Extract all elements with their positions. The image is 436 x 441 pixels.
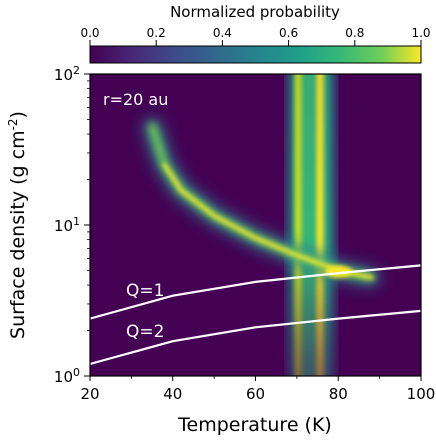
heat-band-ridge-left bbox=[294, 74, 302, 376]
heatmap-diagonal-ridge bbox=[144, 118, 380, 286]
q-curve-line bbox=[90, 264, 421, 320]
q1-curve-label: Q=1 bbox=[126, 281, 164, 301]
y-tick-label: 100 bbox=[54, 366, 80, 387]
x-tick-label: 20 bbox=[80, 385, 99, 403]
y-tick-label: 101 bbox=[54, 215, 80, 236]
radius-annotation: r=20 au bbox=[103, 90, 168, 109]
heat-band-ridge-right bbox=[316, 74, 324, 376]
x-axis-title: Temperature (K) bbox=[177, 414, 332, 436]
colorbar-tick-label: 1.0 bbox=[411, 26, 430, 40]
y-tick-label: 102 bbox=[54, 64, 80, 85]
x-tick-label: 40 bbox=[163, 385, 182, 403]
colorbar-tick-label: 0.0 bbox=[80, 26, 99, 40]
x-tick-label: 80 bbox=[329, 385, 348, 403]
colorbar-tick-label: 0.4 bbox=[213, 26, 232, 40]
q-curve-line bbox=[90, 309, 421, 366]
x-tick-label: 100 bbox=[407, 385, 436, 403]
colorbar-tick-label: 0.6 bbox=[279, 26, 298, 40]
colorbar-tick-label: 0.2 bbox=[147, 26, 166, 40]
colorbar-title: Normalized probability bbox=[170, 3, 340, 21]
y-axis-title: Surface density (g cm-2) bbox=[6, 111, 29, 339]
colorbar-tick-label: 0.8 bbox=[345, 26, 364, 40]
heatmap-vertical-band bbox=[288, 74, 334, 376]
x-tick-label: 60 bbox=[246, 385, 265, 403]
colorbar bbox=[89, 45, 422, 64]
q2-curve-label: Q=2 bbox=[126, 322, 164, 342]
